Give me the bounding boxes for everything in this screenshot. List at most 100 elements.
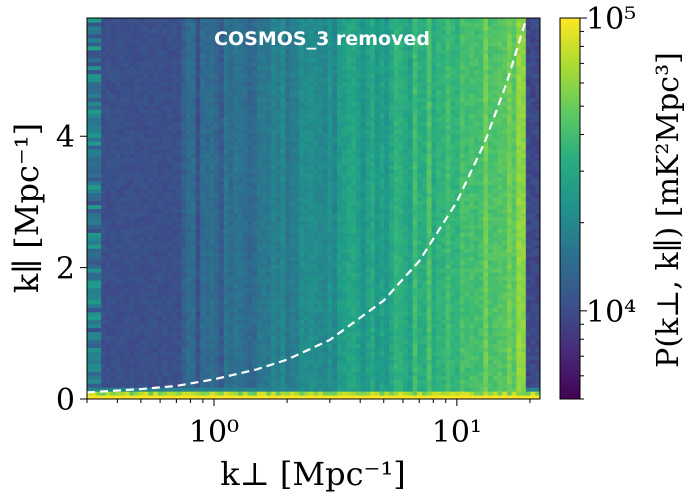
heatmap-cell <box>238 172 244 178</box>
heatmap-cell <box>285 125 291 130</box>
heatmap-cell <box>110 65 116 71</box>
heatmap-cell <box>219 137 225 142</box>
heatmap-cell <box>120 141 126 146</box>
heatmap-cell <box>138 77 145 83</box>
heatmap-cell <box>167 268 173 273</box>
heatmap-cell <box>105 323 112 329</box>
heatmap-cell <box>101 240 107 245</box>
heatmap-cell <box>105 379 112 384</box>
heatmap-cell <box>91 371 98 376</box>
heatmap-cell <box>105 81 112 87</box>
heatmap-cell <box>181 327 187 333</box>
heatmap-cell <box>214 160 220 166</box>
heatmap-cell <box>252 224 258 229</box>
heatmap-cell <box>256 343 263 349</box>
heatmap-cell <box>242 347 249 352</box>
heatmap-cell <box>190 232 197 237</box>
heatmap-cell <box>318 303 324 309</box>
heatmap-cell <box>167 260 173 265</box>
heatmap-cell <box>87 256 93 261</box>
heatmap-cell <box>261 133 267 138</box>
heatmap-cell <box>87 33 93 39</box>
heatmap-cell <box>157 323 164 329</box>
heatmap-cell <box>271 323 277 329</box>
heatmap-cell <box>91 359 98 364</box>
heatmap-cell <box>294 287 300 293</box>
heatmap-cell <box>266 204 272 210</box>
heatmap-cell <box>285 188 291 194</box>
heatmap-cell <box>129 49 135 55</box>
heatmap-cell <box>96 244 102 249</box>
heatmap-cell <box>129 37 135 43</box>
heatmap-cell <box>209 69 216 75</box>
heatmap-cell <box>134 117 140 122</box>
heatmap-cell <box>87 355 93 360</box>
heatmap-cell <box>157 232 164 237</box>
heatmap-cell <box>327 69 333 75</box>
heatmap-cell <box>101 192 107 198</box>
heatmap-cell <box>91 216 98 222</box>
heatmap-cell <box>96 331 102 337</box>
heatmap-cell <box>242 113 249 118</box>
heatmap-cell <box>271 299 277 305</box>
heatmap-cell <box>266 172 272 178</box>
heatmap-cell <box>256 125 263 130</box>
heatmap-cell <box>186 33 192 39</box>
heatmap-cell <box>247 275 253 281</box>
heatmap-cell <box>134 18 140 23</box>
heatmap-cell <box>285 53 291 59</box>
heatmap-cell <box>313 240 319 245</box>
heatmap-cell <box>181 363 187 368</box>
heatmap-cell <box>271 252 277 257</box>
heatmap-cell <box>186 121 192 126</box>
heatmap-cell <box>299 121 305 126</box>
heatmap-cell <box>228 236 234 241</box>
heatmap-cell <box>247 97 253 102</box>
heatmap-cell <box>120 109 126 114</box>
heatmap-cell <box>129 18 135 23</box>
heatmap-cell <box>308 272 315 277</box>
heatmap-cell <box>271 295 277 301</box>
heatmap-cell <box>304 145 310 150</box>
heatmap-cell <box>219 77 225 83</box>
heatmap-cell <box>322 371 329 376</box>
heatmap-cell <box>87 216 93 222</box>
heatmap-cell <box>233 93 239 98</box>
heatmap-cell <box>308 196 315 202</box>
heatmap-cell <box>252 129 258 134</box>
heatmap-cell <box>256 355 263 360</box>
heatmap-cell <box>143 248 149 253</box>
heatmap-cell <box>101 49 107 55</box>
heatmap-cell <box>153 339 159 345</box>
heatmap-cell <box>313 264 319 269</box>
heatmap-cell <box>200 152 206 158</box>
heatmap-cell <box>181 395 187 399</box>
heatmap-cell <box>105 188 112 194</box>
heatmap-cell <box>313 387 319 392</box>
heatmap-cell <box>238 307 244 313</box>
heatmap-cell <box>289 53 296 59</box>
heatmap-cell <box>214 101 220 106</box>
heatmap-cell <box>285 65 291 71</box>
heatmap-cell <box>242 25 249 31</box>
heatmap-cell <box>271 363 277 368</box>
heatmap-cell <box>105 391 112 396</box>
heatmap-cell <box>209 53 216 59</box>
heatmap-cell <box>143 256 149 261</box>
heatmap-cell <box>266 331 272 337</box>
heatmap-cell <box>110 291 116 297</box>
heatmap-cell <box>176 220 182 225</box>
heatmap-cell <box>134 303 140 309</box>
heatmap-cell <box>143 351 149 356</box>
heatmap-cell <box>96 283 102 289</box>
heatmap-cell <box>242 395 249 399</box>
heatmap-cell <box>134 232 140 237</box>
heatmap-cell <box>238 367 244 372</box>
heatmap-cell <box>134 168 140 174</box>
heatmap-cell <box>233 49 239 55</box>
heatmap-cell <box>247 29 253 35</box>
heatmap-cell <box>190 160 197 166</box>
heatmap-cell <box>214 69 220 75</box>
heatmap-cell <box>171 61 178 67</box>
heatmap-cell <box>318 57 324 63</box>
